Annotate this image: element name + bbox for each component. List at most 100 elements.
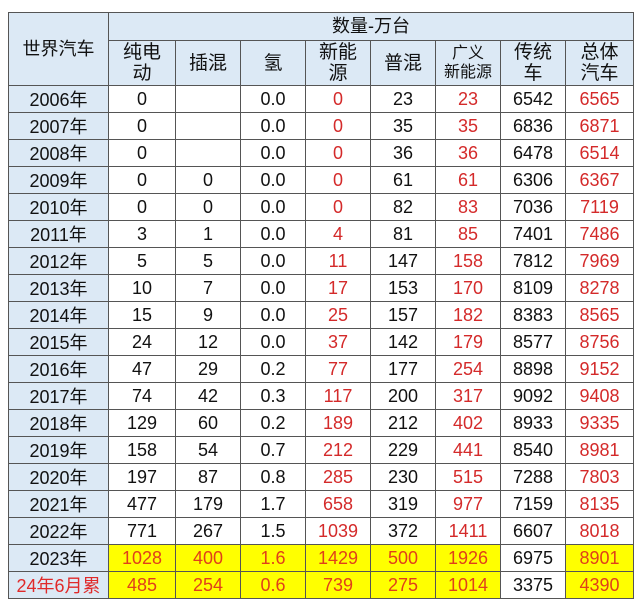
cell-nev: 658 <box>305 490 371 518</box>
cell-conventional: 6836 <box>500 112 566 140</box>
cell-hev: 23 <box>370 85 436 113</box>
cell-hydrogen: 0.0 <box>240 301 306 329</box>
row-label: 2012年 <box>8 247 109 275</box>
cell-conventional: 8109 <box>500 274 566 302</box>
row-label: 2015年 <box>8 328 109 356</box>
cell-hydrogen: 1.7 <box>240 490 306 518</box>
cell-bev: 10 <box>108 274 176 302</box>
cell-phev: 42 <box>175 382 241 410</box>
cell-broad-nev: 441 <box>435 436 501 464</box>
cell-hev: 212 <box>370 409 436 437</box>
cell-nev: 739 <box>305 571 371 599</box>
cell-hydrogen: 0.8 <box>240 463 306 491</box>
cell-phev: 54 <box>175 436 241 464</box>
cell-broad-nev: 61 <box>435 166 501 194</box>
cell-conventional: 7288 <box>500 463 566 491</box>
unit-label: 数量-万台 <box>108 12 634 41</box>
cell-bev: 0 <box>108 85 176 113</box>
cell-hev: 142 <box>370 328 436 356</box>
cell-broad-nev: 254 <box>435 355 501 383</box>
cell-conventional: 6542 <box>500 85 566 113</box>
cell-bev: 771 <box>108 517 176 545</box>
column-header-total: 总体 汽车 <box>565 40 634 86</box>
cell-total: 8981 <box>565 436 634 464</box>
cell-conventional: 8577 <box>500 328 566 356</box>
cell-nev: 1429 <box>305 544 371 572</box>
cell-bev: 477 <box>108 490 176 518</box>
cell-nev: 117 <box>305 382 371 410</box>
cell-hydrogen: 0.2 <box>240 409 306 437</box>
cell-conventional: 6607 <box>500 517 566 545</box>
cell-conventional: 8898 <box>500 355 566 383</box>
cell-broad-nev: 170 <box>435 274 501 302</box>
cell-conventional: 7036 <box>500 193 566 221</box>
cell-phev: 267 <box>175 517 241 545</box>
cell-bev: 1028 <box>108 544 176 572</box>
cell-hydrogen: 1.6 <box>240 544 306 572</box>
cell-phev: 29 <box>175 355 241 383</box>
cell-total: 6565 <box>565 85 634 113</box>
row-label: 2016年 <box>8 355 109 383</box>
table-row: 2019年 158 54 0.7 212 229 441 8540 8981 <box>8 436 634 464</box>
cell-hev: 177 <box>370 355 436 383</box>
cell-total: 7803 <box>565 463 634 491</box>
table-row: 2013年 10 7 0.0 17 153 170 8109 8278 <box>8 274 634 302</box>
table-row: 2012年 5 5 0.0 11 147 158 7812 7969 <box>8 247 634 275</box>
cell-hev: 500 <box>370 544 436 572</box>
cell-bev: 47 <box>108 355 176 383</box>
row-label: 2009年 <box>8 166 109 194</box>
cell-conventional: 7401 <box>500 220 566 248</box>
cell-bev: 74 <box>108 382 176 410</box>
row-label: 2023年 <box>8 544 109 572</box>
cell-bev: 485 <box>108 571 176 599</box>
cell-phev <box>175 112 241 140</box>
cell-hydrogen: 0.0 <box>240 85 306 113</box>
table-row: 2021年 477 179 1.7 658 319 977 7159 8135 <box>8 490 634 518</box>
cell-broad-nev: 83 <box>435 193 501 221</box>
table-row: 24年6月累 485 254 0.6 739 275 1014 3375 4390 <box>8 571 634 599</box>
column-header-phev: 插混 <box>175 40 241 86</box>
cell-hev: 81 <box>370 220 436 248</box>
column-header-hev: 普混 <box>370 40 436 86</box>
row-label: 24年6月累 <box>8 571 109 599</box>
table-row: 2015年 24 12 0.0 37 142 179 8577 8756 <box>8 328 634 356</box>
cell-hev: 153 <box>370 274 436 302</box>
row-label: 2010年 <box>8 193 109 221</box>
table-row: 2017年 74 42 0.3 117 200 317 9092 9408 <box>8 382 634 410</box>
cell-hydrogen: 0.0 <box>240 166 306 194</box>
cell-total: 8135 <box>565 490 634 518</box>
column-header-conventional: 传统 车 <box>500 40 566 86</box>
cell-bev: 0 <box>108 166 176 194</box>
cell-phev: 87 <box>175 463 241 491</box>
cell-broad-nev: 182 <box>435 301 501 329</box>
cell-hev: 229 <box>370 436 436 464</box>
cell-hydrogen: 0.0 <box>240 328 306 356</box>
column-header-hydrogen: 氢 <box>240 40 306 86</box>
cell-broad-nev: 317 <box>435 382 501 410</box>
cell-hev: 200 <box>370 382 436 410</box>
cell-total: 4390 <box>565 571 634 599</box>
cell-nev: 11 <box>305 247 371 275</box>
cell-nev: 0 <box>305 85 371 113</box>
row-label: 2008年 <box>8 139 109 167</box>
cell-total: 6871 <box>565 112 634 140</box>
cell-hydrogen: 0.0 <box>240 247 306 275</box>
cell-bev: 0 <box>108 112 176 140</box>
cell-bev: 158 <box>108 436 176 464</box>
cell-broad-nev: 977 <box>435 490 501 518</box>
row-label: 2022年 <box>8 517 109 545</box>
cell-phev: 0 <box>175 166 241 194</box>
cell-hev: 319 <box>370 490 436 518</box>
cell-total: 7119 <box>565 193 634 221</box>
cell-hydrogen: 0.0 <box>240 274 306 302</box>
cell-nev: 212 <box>305 436 371 464</box>
cell-conventional: 7159 <box>500 490 566 518</box>
cell-phev: 5 <box>175 247 241 275</box>
row-label: 2007年 <box>8 112 109 140</box>
table-row: 2008年 0 0.0 0 36 36 6478 6514 <box>8 139 634 167</box>
cell-total: 9335 <box>565 409 634 437</box>
cell-nev: 189 <box>305 409 371 437</box>
cell-conventional: 8933 <box>500 409 566 437</box>
column-header-nev: 新能 源 <box>305 40 371 86</box>
row-header-label: 世界汽车 <box>8 12 109 86</box>
